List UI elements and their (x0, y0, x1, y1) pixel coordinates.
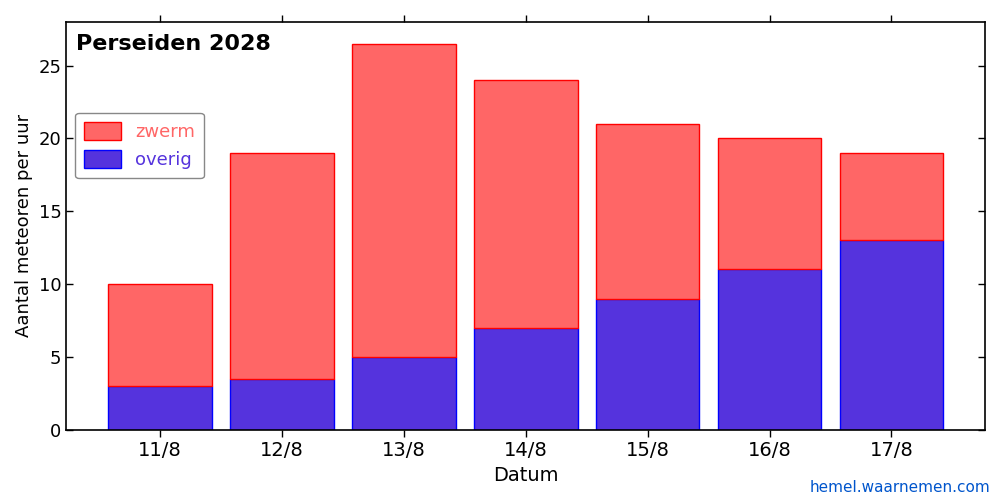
Bar (596, 298, 699, 430)
Bar (596, 124, 699, 298)
Legend: zwerm, overig: zwerm, overig (75, 112, 204, 178)
Text: Perseiden 2028: Perseiden 2028 (76, 34, 270, 54)
Bar (352, 357, 456, 430)
Bar (718, 138, 821, 270)
Bar (840, 240, 943, 430)
Bar (352, 44, 456, 357)
Bar (108, 386, 212, 430)
Bar (474, 328, 578, 430)
Y-axis label: Aantal meteoren per uur: Aantal meteoren per uur (15, 114, 33, 338)
Bar (718, 270, 821, 430)
Bar (474, 80, 578, 328)
X-axis label: Datum: Datum (493, 466, 558, 485)
Bar (230, 378, 334, 430)
Bar (840, 153, 943, 240)
Bar (230, 153, 334, 378)
Text: hemel.waarnemen.com: hemel.waarnemen.com (809, 480, 990, 495)
Bar (108, 284, 212, 386)
